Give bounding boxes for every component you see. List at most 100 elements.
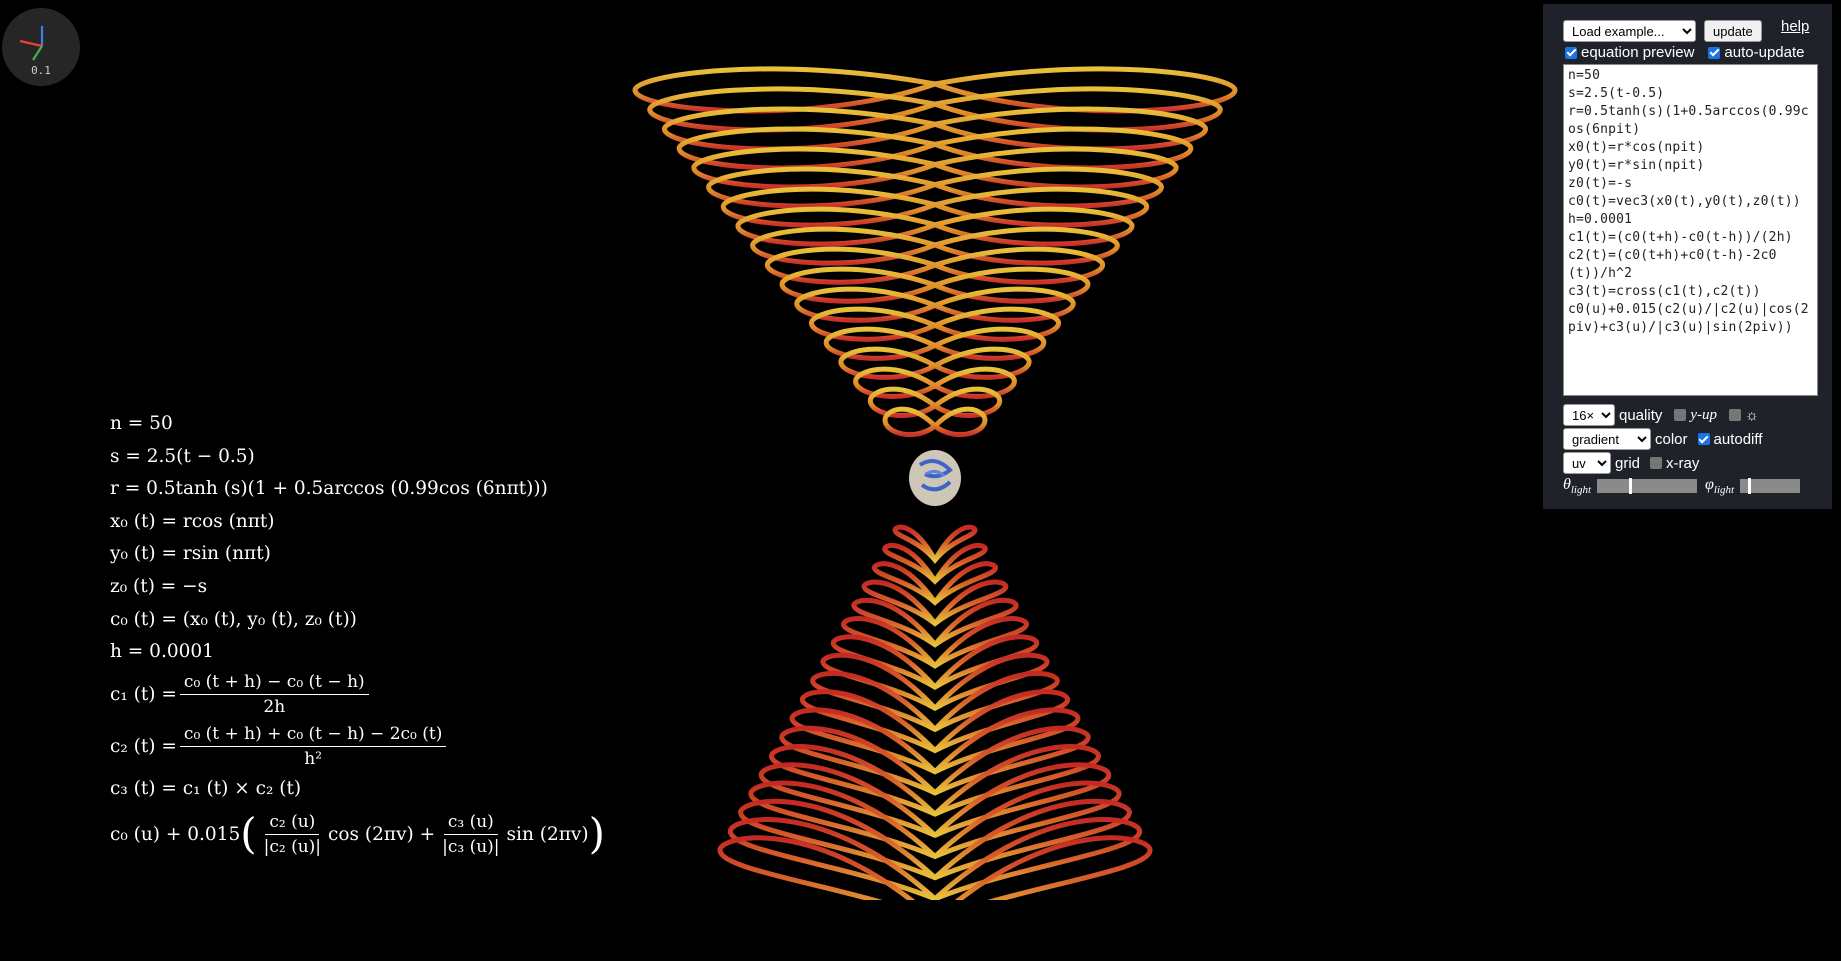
phi-light-slider-knob[interactable] <box>1748 478 1752 495</box>
equation-z0: z₀ (t) = −s <box>104 570 214 604</box>
grid-select[interactable]: uv <box>1563 452 1611 474</box>
theta-light-slider[interactable] <box>1597 478 1698 495</box>
update-button[interactable]: update <box>1704 20 1762 42</box>
surface-ring <box>851 597 1019 648</box>
y-up-label: y-up <box>1690 406 1718 423</box>
equation-surface-close-paren: ) <box>588 809 605 859</box>
quality-label: quality <box>1619 406 1663 424</box>
equation-c1-lhs: c₁ (t) = <box>110 684 177 706</box>
autodiff-label: autodiff <box>1713 430 1763 448</box>
axis-gizmo[interactable]: 0.1 <box>2 8 80 86</box>
surface-ring <box>632 66 1238 114</box>
control-panel: Load example... update help equation pre… <box>1543 4 1832 509</box>
equation-c3: c₃ (t) = c₁ (t) × c₂ (t) <box>104 772 308 806</box>
surface-ring <box>691 146 1179 190</box>
surface-ring <box>820 652 1050 712</box>
surface-ring <box>810 670 1060 733</box>
surface-ring <box>892 524 978 564</box>
surface-ring <box>882 406 988 437</box>
equation-code-editor[interactable]: n=50 s=2.5(t-0.5) r=0.5tanh(s)(1+0.5arcc… <box>1563 64 1818 396</box>
surface-ring <box>735 206 1135 247</box>
sun-icon: ☼ <box>1745 406 1759 424</box>
surface-ring <box>720 186 1150 228</box>
equation-surface-f1-denominator: |c₂ (u)| <box>263 836 322 857</box>
theta-light-slider-knob[interactable] <box>1629 478 1633 495</box>
surface-ring <box>861 579 1009 627</box>
equation-surface-f2-numerator: c₃ (u) <box>443 812 498 835</box>
color-label: color <box>1655 430 1688 448</box>
theta-symbol: θ <box>1563 476 1571 493</box>
surface-ring <box>748 780 1122 860</box>
surface-ring <box>823 326 1047 361</box>
equation-surface-fraction-2: c₃ (u) |c₃ (u)| <box>438 812 503 857</box>
surface-ring <box>838 346 1032 380</box>
surface-ring <box>794 286 1076 323</box>
surface-ring <box>882 542 988 585</box>
equation-c2-numerator: c₀ (t + h) + c₀ (t − h) − 2c₀ (t) <box>179 724 447 748</box>
equation-surface-f2-denominator: |c₃ (u)| <box>442 836 500 857</box>
equation-surface-open-paren: ( <box>240 809 257 859</box>
phi-subscript: light <box>1713 484 1735 497</box>
equation-c2: c₂ (t) = c₀ (t + h) + c₀ (t − h) − 2c₀ (… <box>104 720 574 773</box>
load-example-select[interactable]: Load example... <box>1563 20 1696 42</box>
surface-ring <box>867 386 1003 419</box>
equation-surface-tail: sin (2πv) <box>506 823 589 845</box>
surface-ring <box>750 226 1120 266</box>
lower-ring-group <box>717 524 1153 900</box>
equation-surface-fraction-1: c₂ (u) |c₂ (u)| <box>260 812 325 857</box>
equation-c0: c₀ (t) = (x₀ (t), y₀ (t), z₀ (t)) <box>104 603 363 637</box>
x-ray-label: x-ray <box>1666 454 1700 472</box>
surface-ring <box>799 689 1071 754</box>
auto-update-checkbox[interactable] <box>1708 46 1721 59</box>
phi-light-slider[interactable] <box>1740 478 1801 495</box>
surface-ring <box>764 246 1106 285</box>
auto-update-label: auto-update <box>1724 44 1805 61</box>
light-checkbox[interactable] <box>1729 409 1742 421</box>
surface-ring <box>830 634 1040 690</box>
phi-symbol: φ <box>1705 476 1714 493</box>
equation-c1: c₁ (t) = c₀ (t + h) − c₀ (t − h) 2h <box>104 668 574 721</box>
equation-preview-label: equation preview <box>1581 44 1695 61</box>
equation-preview: n = 50 s = 2.5(t − 0.5) r = 0.5tanh (s)(… <box>104 408 605 864</box>
y-up-checkbox[interactable] <box>1674 409 1687 421</box>
surface-ring <box>661 106 1209 152</box>
equation-c1-fraction: c₀ (t + h) − c₀ (t − h) 2h <box>179 672 369 718</box>
surface-ring <box>841 616 1029 669</box>
surface-ring <box>853 366 1017 399</box>
grid-label: grid <box>1615 454 1641 472</box>
surface-ring <box>647 86 1223 133</box>
center-knot <box>909 450 961 506</box>
x-ray-checkbox[interactable] <box>1650 457 1663 469</box>
tube-surface-render[interactable] <box>590 60 1290 900</box>
surface-ring <box>727 817 1143 900</box>
theta-light-label: θlight <box>1563 476 1591 496</box>
surface-ring <box>871 561 999 606</box>
equation-surface-lhs: c₀ (u) + 0.015 <box>110 823 241 845</box>
surface-ring <box>717 835 1153 900</box>
surface-ring <box>779 266 1091 304</box>
surface-ring <box>808 306 1062 342</box>
upper-ring-group <box>632 66 1238 437</box>
equation-surface-f1-numerator: c₂ (u) <box>265 812 320 835</box>
surface-ring <box>768 744 1102 817</box>
autodiff-checkbox[interactable] <box>1697 433 1710 445</box>
equation-surface-mid: cos (2πv) + <box>328 823 436 845</box>
surface-ring <box>676 126 1194 171</box>
gizmo-scale-label: 0.1 <box>31 64 51 77</box>
equation-x0: x₀ (t) = rcos (nπt) <box>104 505 281 539</box>
equation-preview-checkbox[interactable] <box>1565 46 1577 59</box>
theta-subscript: light <box>1570 484 1592 497</box>
equation-c1-numerator: c₀ (t + h) − c₀ (t − h) <box>179 672 369 696</box>
phi-light-label: φlight <box>1705 476 1734 496</box>
equation-c2-denominator: h² <box>304 749 323 770</box>
surface-ring <box>789 707 1081 775</box>
equation-surface: c₀ (u) + 0.015 ( c₂ (u) |c₂ (u)| cos (2π… <box>104 805 605 864</box>
surface-ring <box>758 762 1112 839</box>
color-select[interactable]: gradient <box>1563 428 1651 450</box>
quality-select[interactable]: 16× <box>1563 404 1615 426</box>
equation-c2-fraction: c₀ (t + h) + c₀ (t − h) − 2c₀ (t) h² <box>179 724 447 770</box>
equation-y0: y₀ (t) = rsin (nπt) <box>104 538 277 571</box>
equation-c2-lhs: c₂ (t) = <box>110 736 177 758</box>
equation-c1-denominator: 2h <box>263 697 286 718</box>
help-link[interactable]: help <box>1781 18 1810 35</box>
